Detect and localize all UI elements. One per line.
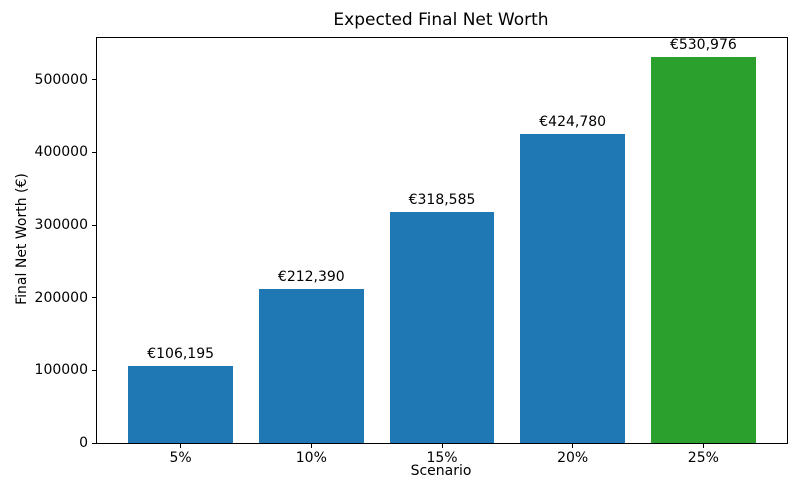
bar-value-label: €318,585 [408, 191, 476, 208]
x-tick-mark [572, 444, 574, 448]
x-tick-mark [310, 444, 312, 448]
bar-value-label: €530,976 [669, 37, 737, 54]
y-tick-mark [92, 369, 96, 371]
y-tick-mark [92, 79, 96, 81]
x-tick-mark [702, 444, 704, 448]
y-tick-mark [92, 151, 96, 153]
plot-area: €106,195 5% €212,390 10% €318,585 15% €424,780… [35, 37, 788, 466]
y-tick-label: 400000 [34, 144, 88, 161]
bar [389, 211, 495, 443]
y-tick-label: 300000 [34, 217, 88, 234]
x-tick-label: 15% [426, 450, 458, 466]
bar-value-label: €424,780 [539, 114, 607, 131]
y-tick-label: 0 [79, 435, 88, 451]
y-tick-label: 100000 [34, 362, 88, 379]
bar [259, 288, 364, 443]
y-tick-label: 200000 [34, 289, 88, 306]
y-tick-mark [92, 297, 96, 299]
x-tick-mark [180, 444, 182, 448]
y-axis-label: Final Net Worth (€) [14, 173, 30, 305]
chart-title: Expected Final Net Worth [333, 10, 549, 30]
x-tick-mark [441, 444, 443, 448]
bar [651, 57, 756, 443]
bar-value-label: €106,195 [147, 345, 215, 362]
bar [520, 134, 625, 443]
y-tick-mark [92, 224, 96, 226]
bar-value-label: €212,390 [277, 268, 345, 285]
x-tick-label: 25% [687, 450, 719, 466]
x-tick-label: 20% [557, 450, 589, 466]
x-axis-label: Scenario [410, 463, 472, 479]
bar [128, 365, 233, 443]
y-tick-label: 500000 [34, 71, 88, 88]
x-tick-label: 5% [169, 450, 192, 466]
y-tick-mark [92, 442, 96, 444]
x-tick-label: 10% [295, 450, 327, 466]
